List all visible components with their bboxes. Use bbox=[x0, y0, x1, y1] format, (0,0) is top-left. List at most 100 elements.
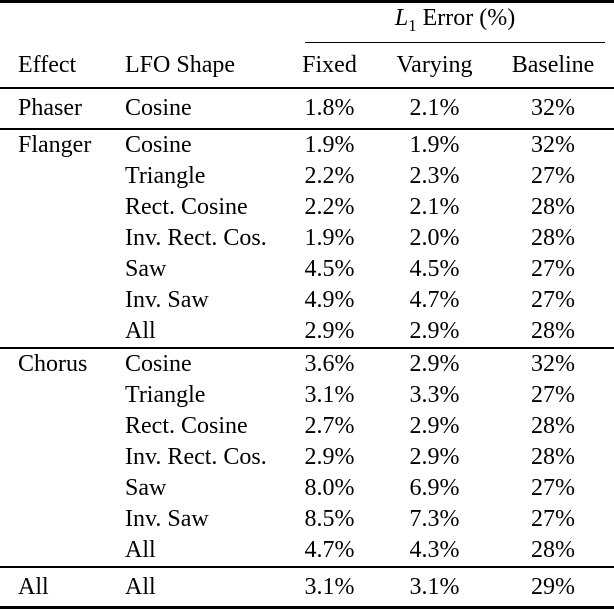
cell-effect-empty bbox=[0, 411, 107, 442]
cell-effect-empty bbox=[0, 473, 107, 504]
cell-baseline: 27% bbox=[531, 256, 576, 282]
cell-effect-empty bbox=[0, 254, 107, 285]
table-row: All All 3.1% 3.1% 29% bbox=[0, 567, 614, 608]
cell-effect-empty bbox=[0, 223, 107, 254]
cell-varying: 2.3% bbox=[409, 163, 460, 189]
cell-effect: Chorus bbox=[18, 351, 88, 377]
section-chorus: Chorus Cosine 3.6% 2.9% 32% Triangle 3.1… bbox=[0, 348, 614, 567]
table-header: L1 Error (%) Effect LFO Shape Fixed Vary… bbox=[0, 2, 614, 88]
cell-baseline: 28% bbox=[531, 225, 576, 251]
cell-effect-empty bbox=[0, 535, 107, 567]
cell-baseline: 27% bbox=[531, 287, 576, 313]
cell-baseline: 32% bbox=[531, 351, 576, 377]
cell-fixed: 8.0% bbox=[304, 475, 355, 501]
group-header-cell: L1 Error (%) bbox=[282, 2, 614, 43]
cell-fixed: 3.6% bbox=[304, 351, 355, 377]
cell-effect-empty bbox=[0, 161, 107, 192]
cell-lfo-shape: Inv. Saw bbox=[125, 287, 209, 313]
section-phaser: Phaser Cosine 1.8% 2.1% 32% bbox=[0, 88, 614, 129]
cell-varying: 2.9% bbox=[409, 444, 460, 470]
cell-varying: 7.3% bbox=[409, 506, 460, 532]
col-header-varying: Varying bbox=[396, 51, 473, 78]
table-row: Triangle 3.1% 3.3% 27% bbox=[0, 380, 614, 411]
cell-effect-empty bbox=[0, 504, 107, 535]
cell-varying: 3.1% bbox=[409, 573, 460, 600]
cell-fixed: 3.1% bbox=[304, 573, 355, 600]
group-label-rest: Error (%) bbox=[422, 5, 516, 32]
col-header-lfo-shape: LFO Shape bbox=[125, 51, 235, 78]
table-row: Chorus Cosine 3.6% 2.9% 32% bbox=[0, 348, 614, 380]
cell-fixed: 1.9% bbox=[304, 132, 355, 158]
table-row: Phaser Cosine 1.8% 2.1% 32% bbox=[0, 88, 614, 129]
cell-baseline: 32% bbox=[531, 132, 576, 158]
cell-lfo-shape: Triangle bbox=[125, 163, 206, 189]
cell-baseline: 29% bbox=[531, 573, 576, 600]
table-row: Inv. Saw 4.9% 4.7% 27% bbox=[0, 285, 614, 316]
column-header-row: Effect LFO Shape Fixed Varying Baseline bbox=[0, 43, 614, 88]
cell-fixed: 2.2% bbox=[304, 163, 355, 189]
cell-effect: All bbox=[18, 573, 49, 600]
cell-fixed: 1.8% bbox=[304, 95, 355, 121]
section-all: All All 3.1% 3.1% 29% bbox=[0, 567, 614, 608]
cell-varying: 2.9% bbox=[409, 351, 460, 377]
cell-effect-empty bbox=[0, 192, 107, 223]
cell-baseline: 32% bbox=[531, 95, 576, 121]
table-row: Rect. Cosine 2.7% 2.9% 28% bbox=[0, 411, 614, 442]
cell-fixed: 3.1% bbox=[304, 382, 355, 408]
cell-lfo-shape: Saw bbox=[125, 475, 167, 501]
table-row: Triangle 2.2% 2.3% 27% bbox=[0, 161, 614, 192]
cell-fixed: 2.2% bbox=[304, 194, 355, 220]
table-row: Saw 8.0% 6.9% 27% bbox=[0, 473, 614, 504]
cell-fixed: 2.9% bbox=[304, 318, 355, 344]
cell-varying: 4.3% bbox=[409, 537, 460, 563]
group-header-spacer bbox=[0, 2, 282, 44]
cell-effect: Flanger bbox=[18, 132, 92, 158]
cell-varying: 2.1% bbox=[409, 95, 460, 121]
cell-effect-empty bbox=[0, 285, 107, 316]
table-row: All 4.7% 4.3% 28% bbox=[0, 535, 614, 567]
cell-effect-empty bbox=[0, 380, 107, 411]
cell-lfo-shape: Rect. Cosine bbox=[125, 194, 248, 220]
cell-lfo-shape: Rect. Cosine bbox=[125, 413, 248, 439]
cell-fixed: 8.5% bbox=[304, 506, 355, 532]
table-row: Rect. Cosine 2.2% 2.1% 28% bbox=[0, 192, 614, 223]
cell-baseline: 28% bbox=[531, 413, 576, 439]
l1-error-group-label: L1 Error (%) bbox=[305, 5, 606, 43]
table-row: Flanger Cosine 1.9% 1.9% 32% bbox=[0, 129, 614, 161]
cell-fixed: 2.7% bbox=[304, 413, 355, 439]
cell-baseline: 27% bbox=[531, 163, 576, 189]
col-header-effect: Effect bbox=[18, 51, 77, 78]
cell-baseline: 27% bbox=[531, 475, 576, 501]
cell-lfo-shape: All bbox=[125, 573, 156, 600]
cell-varying: 2.0% bbox=[409, 225, 460, 251]
cell-varying: 2.9% bbox=[409, 413, 460, 439]
cell-baseline: 28% bbox=[531, 537, 576, 563]
cell-baseline: 27% bbox=[531, 506, 576, 532]
col-header-baseline: Baseline bbox=[511, 51, 595, 78]
cell-lfo-shape: Inv. Rect. Cos. bbox=[125, 225, 267, 251]
cell-fixed: 1.9% bbox=[304, 225, 355, 251]
col-header-fixed: Fixed bbox=[302, 51, 357, 78]
cell-lfo-shape: Inv. Rect. Cos. bbox=[125, 444, 267, 470]
cell-lfo-shape: All bbox=[125, 318, 156, 344]
cell-baseline: 28% bbox=[531, 194, 576, 220]
math-sub-1: 1 bbox=[408, 16, 417, 35]
cell-varying: 3.3% bbox=[409, 382, 460, 408]
cell-effect: Phaser bbox=[18, 95, 82, 121]
table-row: Inv. Rect. Cos. 1.9% 2.0% 28% bbox=[0, 223, 614, 254]
cell-fixed: 2.9% bbox=[304, 444, 355, 470]
table-row: All 2.9% 2.9% 28% bbox=[0, 316, 614, 348]
cell-fixed: 4.7% bbox=[304, 537, 355, 563]
table-row: Saw 4.5% 4.5% 27% bbox=[0, 254, 614, 285]
cell-baseline: 28% bbox=[531, 318, 576, 344]
cell-varying: 4.5% bbox=[409, 256, 460, 282]
cell-effect-empty bbox=[0, 442, 107, 473]
cell-varying: 6.9% bbox=[409, 475, 460, 501]
cell-lfo-shape: Inv. Saw bbox=[125, 506, 209, 532]
math-var-l: L bbox=[394, 5, 409, 32]
cell-lfo-shape: Triangle bbox=[125, 382, 206, 408]
cell-varying: 2.1% bbox=[409, 194, 460, 220]
cell-fixed: 4.9% bbox=[304, 287, 355, 313]
table-row: Inv. Rect. Cos. 2.9% 2.9% 28% bbox=[0, 442, 614, 473]
